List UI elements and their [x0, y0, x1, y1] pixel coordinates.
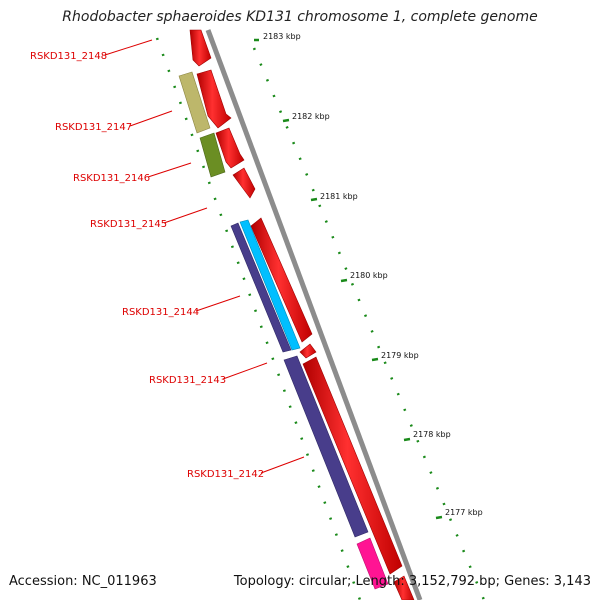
ruler-label: 2181 kbp [320, 192, 358, 201]
map-title: Rhodobacter sphaeroides KD131 chromosome… [62, 9, 538, 25]
gene-arrow-forward[interactable] [393, 575, 415, 600]
reverse-strand-guide [155, 37, 362, 600]
forward-strand-genes [189, 29, 415, 600]
gene-arrow-forward[interactable] [215, 127, 245, 169]
ruler-tick [310, 197, 318, 202]
reverse-strand-genes [178, 71, 389, 590]
gene-arrow-forward[interactable] [196, 69, 232, 129]
gene-label-rskd131-2147[interactable]: RSKD131_2147 [55, 122, 132, 133]
ruler-tick [371, 357, 379, 362]
chromosome-backbone [205, 29, 423, 600]
gene-arrow-forward[interactable] [189, 29, 212, 67]
leader-line [104, 39, 153, 56]
gene-label-leaders [104, 39, 305, 474]
gene-arrow-forward[interactable] [232, 167, 256, 199]
gene-block-rskd131-2142[interactable] [283, 355, 369, 538]
leader-line [129, 110, 173, 127]
gene-label-rskd131-2148[interactable]: RSKD131_2148 [30, 51, 107, 62]
gene-arrow-forward[interactable] [302, 356, 403, 575]
ruler-label: 2183 kbp [263, 32, 301, 41]
leader-line [147, 162, 192, 178]
gene-block-pink[interactable] [356, 537, 389, 590]
leader-line [163, 207, 208, 224]
gene-arrow-forward[interactable] [299, 343, 317, 359]
leader-line [195, 295, 241, 312]
leader-line [222, 362, 268, 380]
ruler-label: 2178 kbp [413, 430, 451, 439]
ruler-label: 2179 kbp [381, 351, 419, 360]
gene-block-rskd131-2146[interactable] [199, 132, 226, 178]
gene-label-rskd131-2146[interactable]: RSKD131_2146 [73, 173, 150, 184]
gene-block-rskd131-2144b[interactable] [239, 219, 301, 351]
leader-line [260, 456, 305, 474]
gene-label-rskd131-2144[interactable]: RSKD131_2144 [122, 307, 199, 318]
gene-block-rskd131-2144a[interactable] [230, 222, 292, 353]
gene-label-rskd131-2142[interactable]: RSKD131_2142 [187, 469, 264, 480]
gene-label-rskd131-2145[interactable]: RSKD131_2145 [90, 219, 167, 230]
topology-text: Topology: circular; Length: 3,152,792 bp… [233, 574, 591, 589]
ruler-tick [403, 437, 411, 442]
ruler-tick [282, 118, 290, 123]
ruler-label: 2180 kbp [350, 271, 388, 280]
kbp-ruler: 2183 kbp 2182 kbp 2181 kbp 2180 kbp 2179… [252, 32, 486, 600]
ruler-label: 2177 kbp [445, 508, 483, 517]
gene-block-rskd131-2147[interactable] [178, 71, 211, 134]
gene-arrow-forward[interactable] [250, 217, 313, 343]
gene-label-rskd131-2143[interactable]: RSKD131_2143 [149, 375, 226, 386]
accession-text: Accession: NC_011963 [9, 574, 157, 589]
ruler-label: 2182 kbp [292, 112, 330, 121]
ruler-tick [340, 278, 348, 283]
ruler-tick [435, 515, 443, 520]
gene-labels: RSKD131_2148 RSKD131_2147 RSKD131_2146 R… [30, 51, 264, 480]
